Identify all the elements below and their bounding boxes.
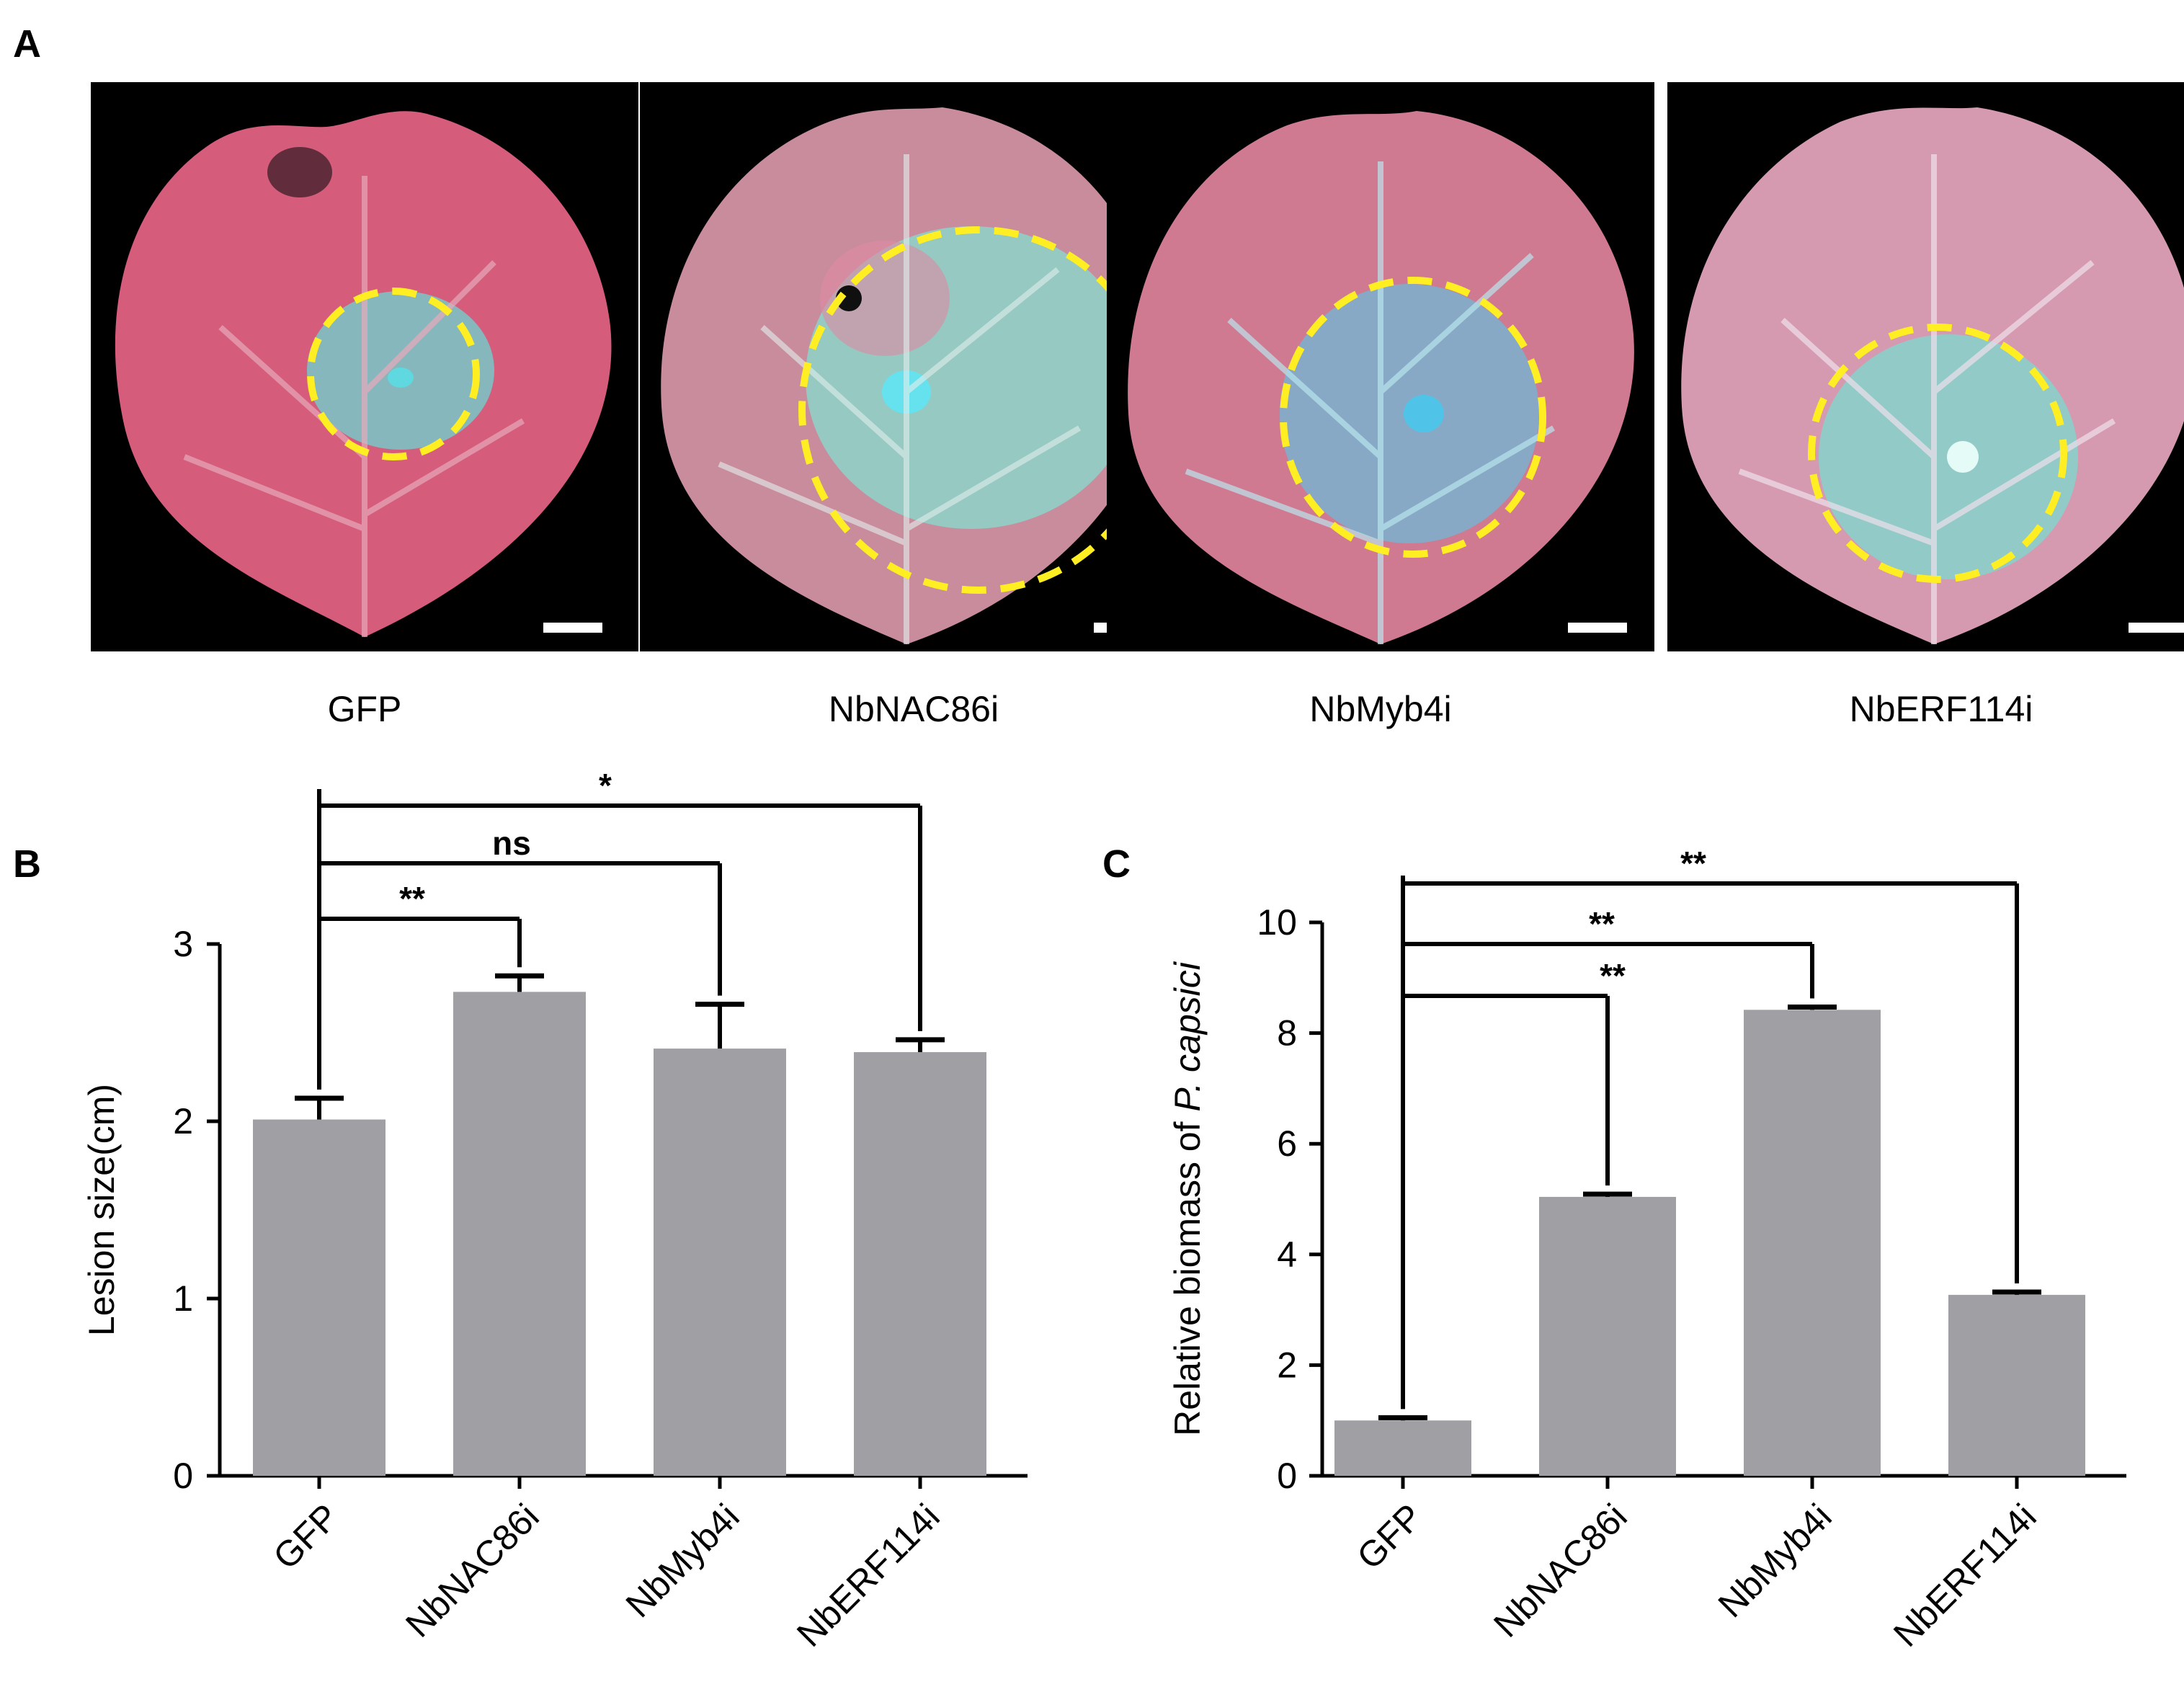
chart-c-bar-gfp <box>1334 1420 1471 1476</box>
chart-c-y-axis-title: Relative biomass of P. capsici <box>1167 961 1208 1436</box>
chart-c-category-label: NbERF114i <box>1886 1496 2044 1655</box>
chart-c-significance-label: ** <box>1600 957 1626 994</box>
photo-label-nberf114i: NbERF114i <box>1849 689 2033 729</box>
chart-c-category-label: NbMyb4i <box>1711 1496 1840 1625</box>
chart-c-category-label: GFP <box>1349 1496 1430 1577</box>
leaf-photo-nberf114i <box>1667 82 2184 651</box>
chart-c-y-tick-label: 8 <box>1277 1013 1297 1054</box>
chart-b-y-tick-label: 2 <box>173 1101 193 1141</box>
panel-letter-a: A <box>13 22 41 66</box>
chart-b-category-label: NbNAC86i <box>398 1496 547 1645</box>
chart-c-category-label: NbNAC86i <box>1486 1496 1635 1645</box>
photo-label-nbnac86i: NbNAC86i <box>828 689 999 729</box>
leaf-photo-nbnac86i <box>640 82 1187 651</box>
chart-b-bar-nberf114i <box>854 1052 986 1476</box>
chart-b-bar-nbmyb4i <box>654 1048 786 1476</box>
chart-b-bar-nbnac86i <box>453 992 586 1476</box>
chart-c-y-tick-label: 10 <box>1257 902 1297 943</box>
panel-letter-c: C <box>1102 842 1131 886</box>
panel-letter-b: B <box>13 842 41 886</box>
photo-label-nbmyb4i: NbMyb4i <box>1309 689 1452 729</box>
chart-b-y-tick-label: 3 <box>173 924 193 964</box>
chart-b-category-label: NbERF114i <box>789 1496 948 1655</box>
chart-c-y-tick-label: 2 <box>1277 1345 1297 1385</box>
chart-b-significance-label: * <box>599 767 612 804</box>
chart-c-y-tick-label: 0 <box>1277 1456 1297 1496</box>
chart-c-bar-nbmyb4i <box>1744 1010 1881 1476</box>
chart-b-y-tick-label: 0 <box>173 1456 193 1496</box>
chart-c-y-tick-label: 4 <box>1277 1234 1297 1275</box>
chart-b-category-label: GFP <box>265 1496 346 1577</box>
chart-b-y-axis-title: Lesion size(cm) <box>81 1084 122 1336</box>
leaf-photo-gfp <box>91 82 638 651</box>
chart-c-significance-label: ** <box>1680 845 1706 882</box>
leaf-photo-nbmyb4i <box>1107 82 1654 651</box>
chart-c-y-tick-label: 6 <box>1277 1123 1297 1164</box>
chart-b-significance-label: ns <box>492 824 531 862</box>
chart-b-y-tick-label: 1 <box>173 1278 193 1319</box>
chart-b-significance-label: ** <box>399 880 425 917</box>
chart-c-bar-nbnac86i <box>1539 1196 1676 1476</box>
chart-b-category-label: NbMyb4i <box>618 1496 747 1625</box>
chart-c-significance-label: ** <box>1589 905 1615 943</box>
chart-b-bar-gfp <box>253 1119 385 1476</box>
chart-c-bar-nberf114i <box>1948 1294 2085 1476</box>
photo-label-gfp: GFP <box>327 689 402 729</box>
